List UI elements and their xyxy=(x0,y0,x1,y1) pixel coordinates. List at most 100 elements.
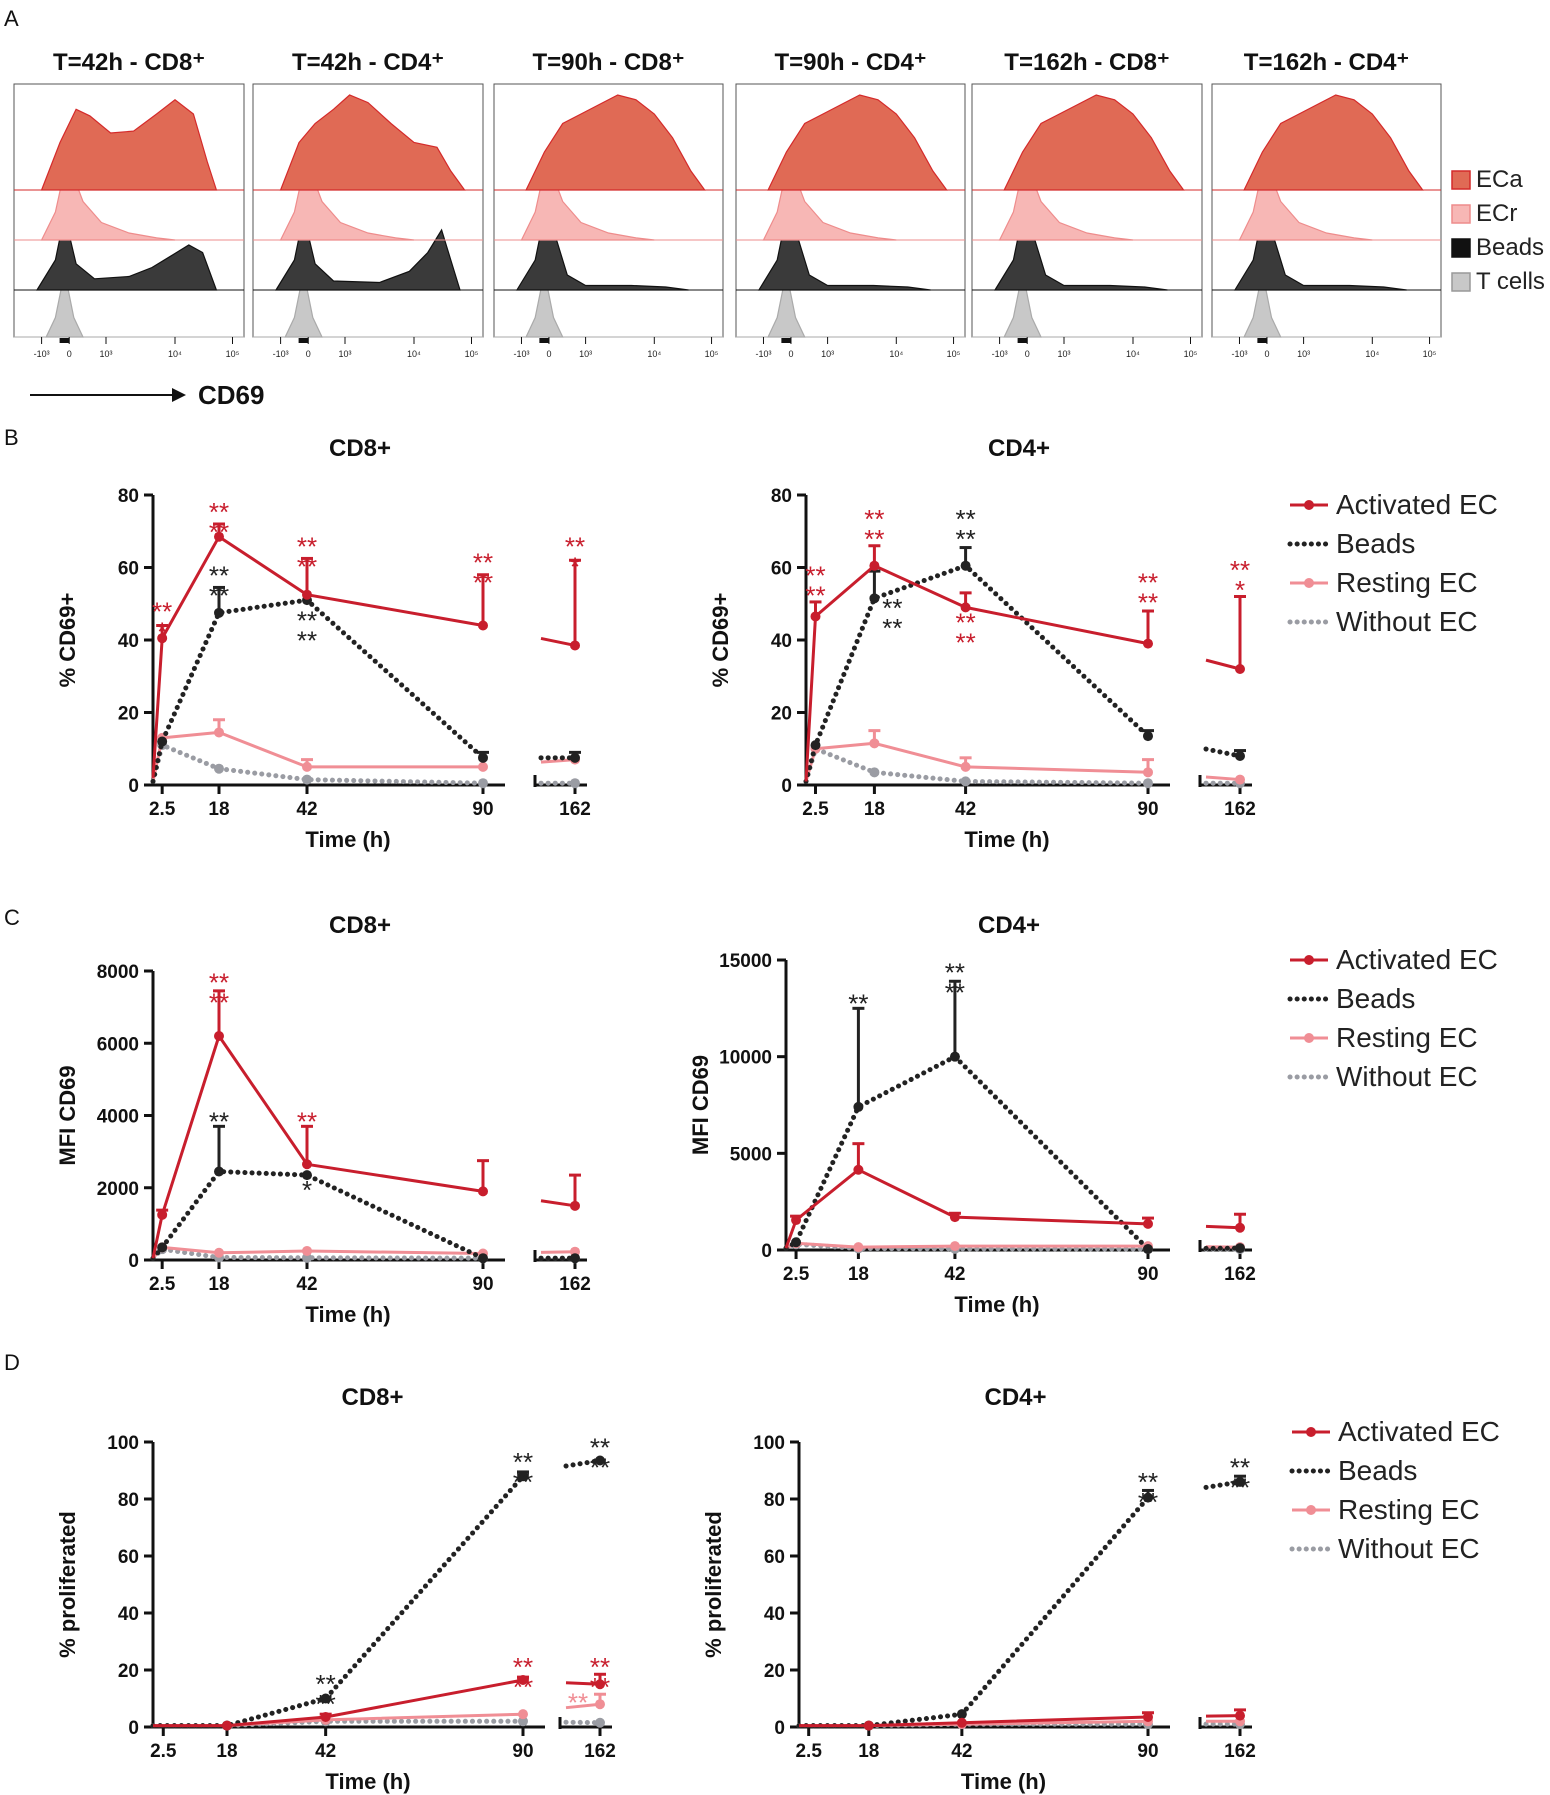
histogram-tick-label: 10⁵ xyxy=(947,349,961,359)
x-tick-label: 162 xyxy=(559,1274,591,1295)
panel-label-d: D xyxy=(4,1350,20,1375)
data-point-resting xyxy=(1235,774,1245,785)
histogram-tick-label: 10⁴ xyxy=(1365,349,1379,359)
significance-marker: ** xyxy=(513,1447,533,1477)
data-point-resting xyxy=(478,761,488,772)
x-tick-label: 42 xyxy=(955,799,976,820)
series-line-beads xyxy=(150,1473,526,1729)
significance-marker: ** xyxy=(590,1433,610,1463)
y-tick-label: 20 xyxy=(118,1661,139,1682)
data-point-activated xyxy=(956,1717,967,1728)
significance-marker: ** xyxy=(955,504,975,534)
x-tick-label: 18 xyxy=(864,799,885,820)
x-tick-label: 2.5 xyxy=(802,799,829,820)
histogram-trace-eca xyxy=(525,94,706,191)
y-tick-label: 2000 xyxy=(97,1179,139,1200)
legend-label-beads: Beads xyxy=(1336,983,1415,1014)
series-stub-beads xyxy=(1203,1479,1243,1490)
significance-marker: ** xyxy=(209,497,229,527)
y-tick-label: 0 xyxy=(781,776,792,797)
data-point-beads xyxy=(157,736,168,747)
histogram-tick-label: 0 xyxy=(546,349,551,359)
data-point-activated xyxy=(157,1209,168,1220)
significance-marker: ** xyxy=(848,988,868,1018)
series-line-activated xyxy=(799,1715,1149,1728)
x-tick-label: 42 xyxy=(944,1264,965,1285)
data-point-activated xyxy=(214,1031,224,1042)
significance-marker: ** xyxy=(864,504,884,534)
legend-marker-resting xyxy=(1304,1033,1314,1043)
chart-title: CD4+ xyxy=(978,912,1040,939)
x-tick-label: 162 xyxy=(1224,1264,1256,1285)
histogram-tick-label: 0 xyxy=(788,349,793,359)
y-tick-label: 0 xyxy=(128,1251,139,1272)
significance-marker: ** xyxy=(882,613,902,643)
significance-marker: ** xyxy=(513,1672,533,1702)
significance-marker: * xyxy=(570,551,580,581)
y-tick-label: 100 xyxy=(107,1433,139,1454)
data-point-activated xyxy=(222,1720,232,1731)
panel-label-c: C xyxy=(4,905,20,930)
y-tick-label: 60 xyxy=(771,559,792,580)
y-tick-label: 80 xyxy=(118,1490,139,1511)
data-point-activated xyxy=(869,560,880,571)
y-tick-label: 15000 xyxy=(719,951,772,972)
series-line-without xyxy=(150,742,486,786)
data-point-without xyxy=(214,763,224,774)
histogram-tick-label: -10³ xyxy=(273,349,289,359)
series-line-beads xyxy=(803,563,1151,784)
y-tick-label: 100 xyxy=(753,1433,785,1454)
legend-label-beads: Beads xyxy=(1338,1455,1417,1486)
histogram-tick-label: 10⁴ xyxy=(168,349,182,359)
x-tick-label: 2.5 xyxy=(149,799,176,820)
significance-marker: ** xyxy=(945,957,965,987)
legend-label-resting: Resting EC xyxy=(1338,1494,1480,1525)
histogram-tick-label: 10³ xyxy=(99,349,112,359)
y-axis-label: % CD69+ xyxy=(55,593,80,688)
series-stub-resting xyxy=(540,1250,576,1254)
data-point-without xyxy=(570,778,580,789)
histogram-zero-marker xyxy=(1257,338,1268,343)
y-tick-label: 6000 xyxy=(97,1034,139,1055)
data-point-activated xyxy=(570,640,580,651)
data-point-activated xyxy=(214,531,224,542)
legend-marker-activated xyxy=(1304,500,1314,510)
x-tick-label: 18 xyxy=(208,1274,229,1295)
data-point-activated xyxy=(1235,664,1245,674)
legend-label-activated: Activated EC xyxy=(1336,944,1498,975)
histogram-tick-label: 10³ xyxy=(1057,349,1070,359)
y-tick-label: 60 xyxy=(764,1547,785,1568)
data-point-activated xyxy=(518,1674,528,1685)
histogram-tick-label: 10⁵ xyxy=(465,349,479,359)
significance-marker: ** xyxy=(864,524,884,554)
y-axis-label: % proliferated xyxy=(701,1511,726,1658)
significance-marker: ** xyxy=(1138,568,1158,598)
histogram-tick-label: -10³ xyxy=(513,349,529,359)
x-tick-label: 42 xyxy=(296,1274,317,1295)
series-stub-beads xyxy=(1203,746,1243,759)
legend-marker-resting xyxy=(1306,1505,1316,1515)
y-tick-label: 20 xyxy=(764,1661,785,1682)
data-point-resting xyxy=(214,1247,224,1258)
histogram-title: T=162h - CD8⁺ xyxy=(1004,49,1169,76)
y-tick-label: 5000 xyxy=(730,1144,772,1165)
series-line-beads xyxy=(150,597,486,784)
y-tick-label: 80 xyxy=(764,1490,785,1511)
x-tick-label: 18 xyxy=(216,1741,237,1762)
significance-marker: ** xyxy=(316,1689,336,1719)
data-point-activated xyxy=(595,1679,605,1690)
significance-marker: ** xyxy=(565,531,585,561)
chart-B-CD8: CD8+ 0 20 40 60 80 % CD69+ 2.5 18 42 90 162 Time (h)… xyxy=(55,435,1498,852)
significance-marker: ** xyxy=(473,548,493,578)
significance-marker: * xyxy=(302,1175,312,1205)
chart-title: CD8+ xyxy=(341,1384,403,1411)
x-tick-label: 90 xyxy=(1137,799,1158,820)
y-tick-label: 60 xyxy=(118,559,139,580)
x-tick-label: 162 xyxy=(559,799,591,820)
histogram-trace-tcells xyxy=(767,271,806,338)
data-point-beads xyxy=(214,1166,224,1177)
y-tick-label: 20 xyxy=(118,704,139,725)
histogram-panel-a: T=42h - CD8⁺ -10³ 0 10³ 10⁴ 10⁵ T=42h - CD4⁺ -1… xyxy=(13,49,1545,410)
data-point-activated xyxy=(960,602,971,613)
x-tick-label: 90 xyxy=(1137,1264,1158,1285)
